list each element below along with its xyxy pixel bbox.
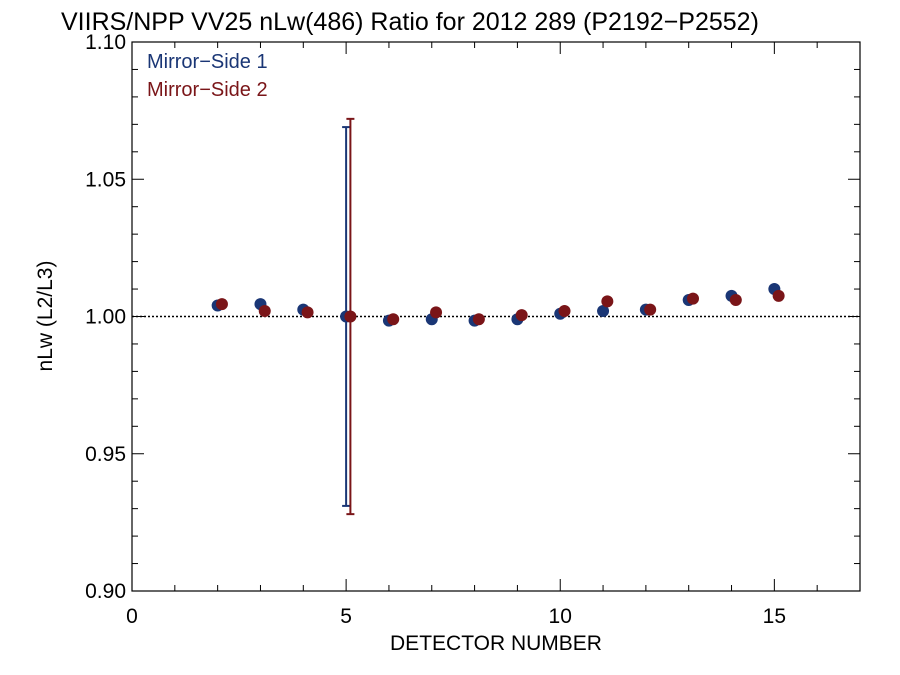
point-series-1 [597,305,610,318]
x-tick-label: 0 [126,605,138,628]
x-tick-label: 10 [549,605,572,628]
point-series-2 [686,292,699,305]
x-axis-label: DETECTOR NUMBER [390,632,602,655]
x-tick-label: 15 [763,605,786,628]
point-series-2 [772,289,785,302]
legend-entry-mirror-side-2: Mirror−Side 2 [147,79,268,101]
point-series-2 [344,310,357,323]
point-series-2 [258,305,271,318]
point-series-2 [301,306,314,319]
point-series-2 [472,313,485,326]
y-axis-ticks [132,41,860,592]
y-tick-label: 1.10 [85,31,126,54]
point-series-2 [558,305,571,318]
legend-entry-mirror-side-1: Mirror−Side 1 [147,51,268,73]
y-tick-label: 1.00 [85,306,126,329]
y-tick-label: 1.05 [85,168,126,191]
x-axis-tick-labels: 0 5 10 15 [126,605,786,628]
y-tick-label: 0.90 [85,580,126,603]
point-series-2 [515,309,528,322]
x-tick-label: 5 [340,605,352,628]
point-series-2 [644,303,657,316]
point-series-2 [215,298,228,311]
y-axis-label: nLw (L2/L3) [34,261,57,372]
point-series-2 [601,295,614,308]
point-series-2 [729,294,742,307]
y-axis-tick-labels: 0.90 0.95 1.00 1.05 1.10 [85,31,126,603]
point-series-2 [387,313,400,326]
data-points [211,283,785,327]
point-series-2 [430,306,443,319]
x-axis-ticks [131,42,861,591]
y-tick-label: 0.95 [85,443,126,466]
chart-title: VIIRS/NPP VV25 nLw(486) Ratio for 2012 2… [61,8,759,36]
